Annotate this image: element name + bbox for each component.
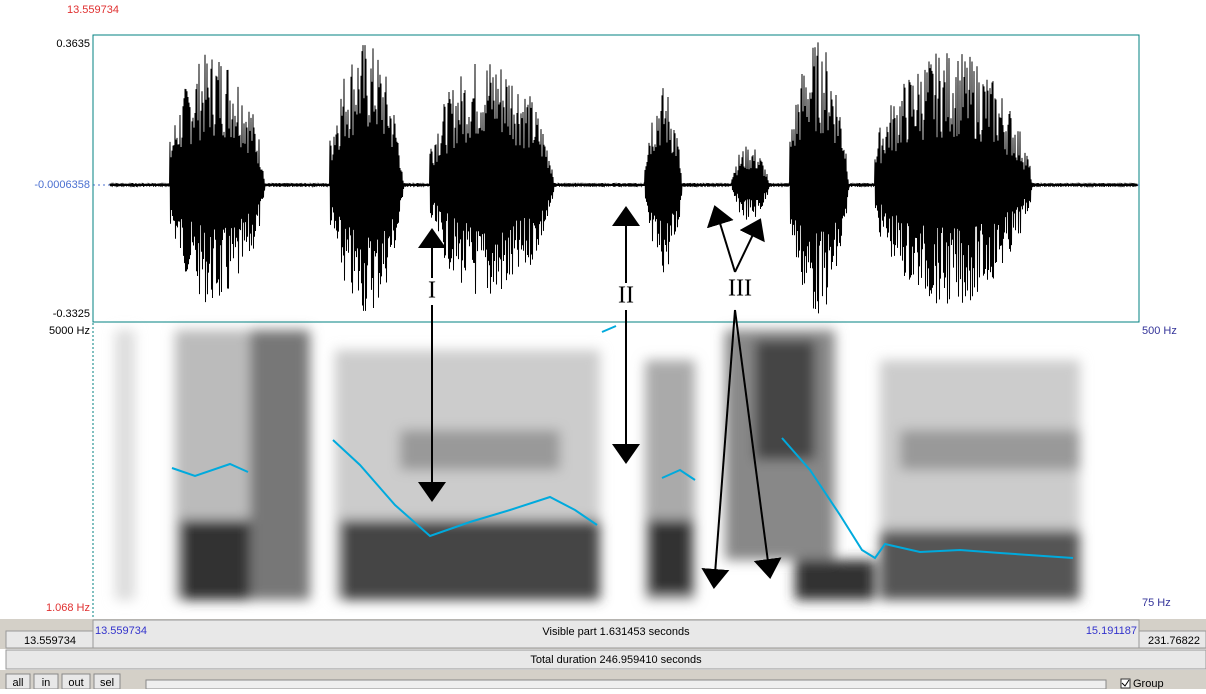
group-checkbox[interactable] (1120, 678, 1131, 689)
button-label: out (68, 677, 83, 689)
freq-bottom: 1.068 Hz (46, 602, 90, 614)
annotation: I (428, 278, 436, 304)
amp-min: -0.3325 (53, 308, 90, 320)
total-box[interactable] (5, 649, 1206, 670)
freq-top: 5000 Hz (49, 325, 90, 337)
right-box[interactable] (1138, 630, 1206, 649)
total-duration: Total duration 246.959410 seconds (530, 654, 702, 666)
scrollbar[interactable] (145, 679, 1107, 690)
visible-part: Visible part 1.631453 seconds (542, 626, 690, 638)
amp-mid: -0.0006358 (34, 179, 90, 191)
left-box[interactable] (5, 630, 94, 649)
cursor-time: 13.559734 (67, 4, 119, 16)
waveform (109, 42, 1138, 314)
group-label: Group (1133, 678, 1164, 689)
status-left: 13.559734 (24, 635, 76, 647)
button-label: sel (100, 677, 114, 689)
pitch-contour (171, 325, 1074, 560)
annotation: III (728, 276, 752, 302)
annotation: II (618, 283, 634, 309)
pitch-top: 500 Hz (1142, 325, 1177, 337)
spectrogram (115, 330, 1080, 600)
visible-start: 13.559734 (95, 625, 147, 637)
visible-end: 15.191187 (1086, 625, 1137, 637)
status-right: 231.76822 (1148, 635, 1200, 647)
button-label: in (42, 677, 51, 689)
check (1121, 679, 1130, 687)
arrows (418, 205, 782, 589)
amp-max: 0.3635 (56, 38, 90, 50)
button-label: all (12, 677, 23, 689)
visible-box[interactable] (92, 619, 1140, 649)
pitch-bottom: 75 Hz (1142, 597, 1171, 609)
buttons: all in out sel (5, 673, 121, 690)
